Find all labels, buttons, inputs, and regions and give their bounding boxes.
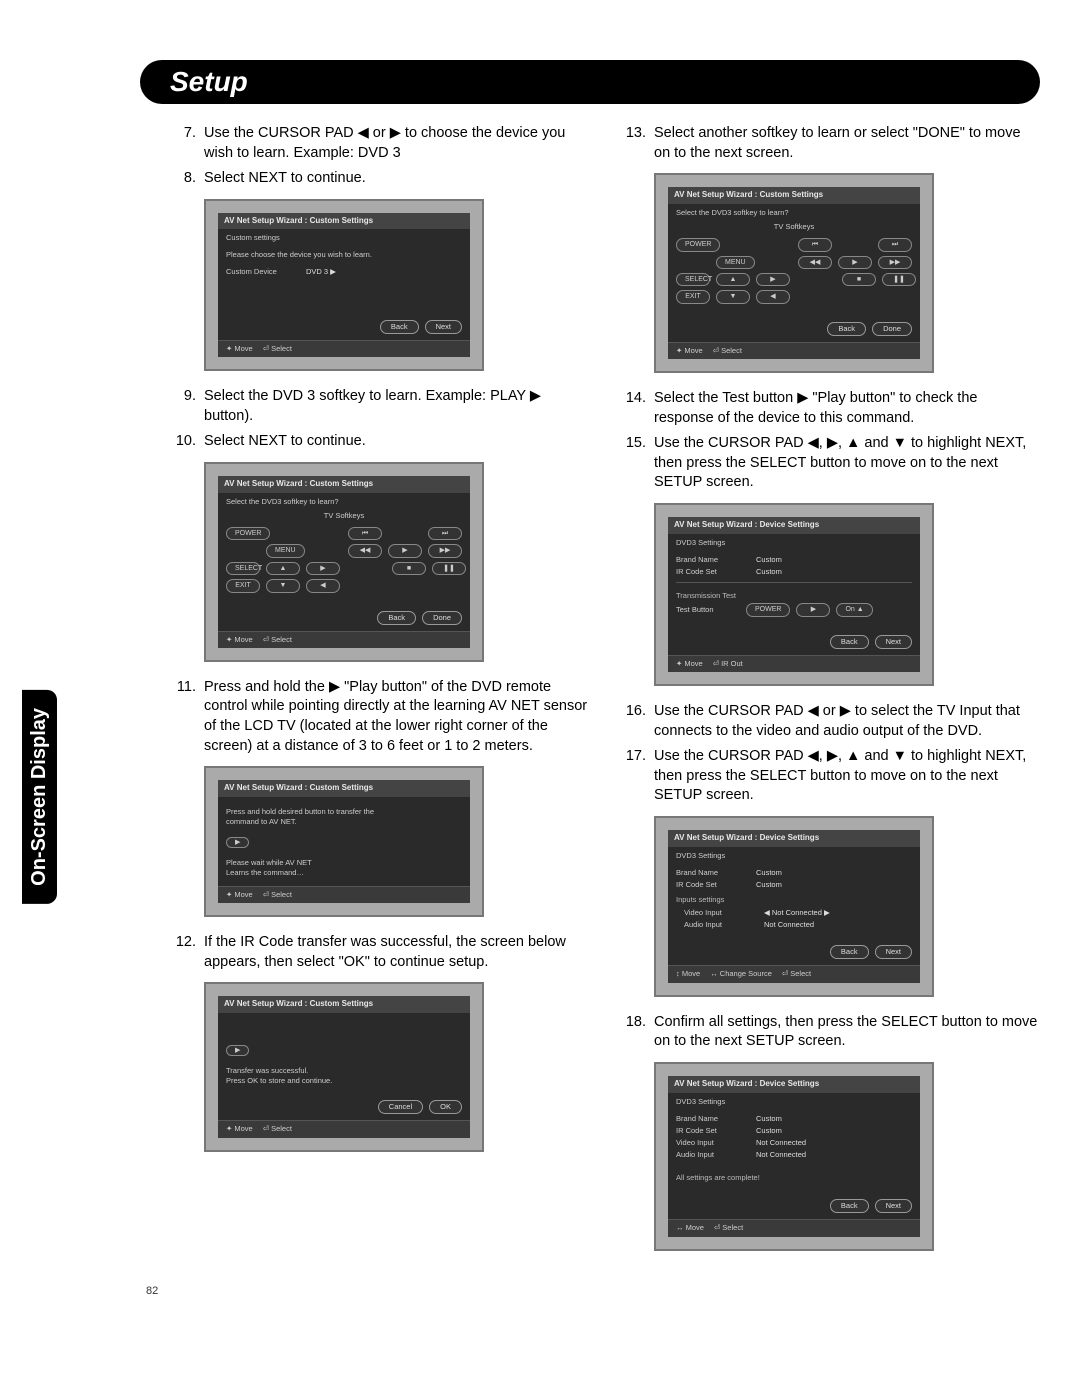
play-icon: ▶ — [226, 837, 249, 848]
screenshot-custom-device: AV Net Setup Wizard : Custom Settings Cu… — [204, 199, 484, 371]
done-button[interactable]: Done — [422, 611, 462, 625]
back-button[interactable]: Back — [380, 320, 419, 334]
step-7: 7.Use the CURSOR PAD ◀ or ▶ to choose th… — [170, 124, 590, 163]
play-icon: ▶ — [226, 1045, 249, 1056]
screenshot-softkeys-right: AV Net Setup Wizard : Custom Settings Se… — [654, 173, 934, 373]
step-11: 11.Press and hold the ▶ "Play button" of… — [170, 678, 590, 756]
back-button[interactable]: Back — [830, 1199, 869, 1213]
screenshot-success: AV Net Setup Wizard : Custom Settings ▶ … — [204, 982, 484, 1151]
back-button[interactable]: Back — [830, 635, 869, 649]
next-button[interactable]: Next — [425, 320, 462, 334]
screenshot-softkeys-left: AV Net Setup Wizard : Custom Settings Se… — [204, 462, 484, 662]
left-column: 7.Use the CURSOR PAD ◀ or ▶ to choose th… — [170, 124, 590, 1267]
page-title: Setup — [140, 60, 1040, 104]
step-10: 10.Select NEXT to continue. — [170, 432, 590, 452]
back-button[interactable]: Back — [377, 611, 416, 625]
step-18: 18.Confirm all settings, then press the … — [620, 1013, 1040, 1052]
step-15: 15.Use the CURSOR PAD ◀, ▶, ▲ and ▼ to h… — [620, 434, 1040, 493]
back-button[interactable]: Back — [830, 945, 869, 959]
step-8: 8.Select NEXT to continue. — [170, 169, 590, 189]
next-button[interactable]: Next — [875, 635, 912, 649]
right-column: 13.Select another softkey to learn or se… — [620, 124, 1040, 1267]
ok-button[interactable]: OK — [429, 1100, 462, 1114]
done-button[interactable]: Done — [872, 322, 912, 336]
step-12: 12.If the IR Code transfer was successfu… — [170, 933, 590, 972]
screenshot-device-inputs: AV Net Setup Wizard : Device Settings DV… — [654, 816, 934, 997]
step-14: 14.Select the Test button ▶ "Play button… — [620, 389, 1040, 428]
cancel-button[interactable]: Cancel — [378, 1100, 423, 1114]
step-9: 9.Select the DVD 3 softkey to learn. Exa… — [170, 387, 590, 426]
next-button[interactable]: Next — [875, 945, 912, 959]
step-16: 16.Use the CURSOR PAD ◀ or ▶ to select t… — [620, 702, 1040, 741]
screenshot-device-trans: AV Net Setup Wizard : Device Settings DV… — [654, 503, 934, 686]
side-tab: On-Screen Display — [22, 690, 57, 904]
step-13: 13.Select another softkey to learn or se… — [620, 124, 1040, 163]
next-button[interactable]: Next — [875, 1199, 912, 1213]
screenshot-transfer: AV Net Setup Wizard : Custom Settings Pr… — [204, 766, 484, 917]
step-17: 17.Use the CURSOR PAD ◀, ▶, ▲ and ▼ to h… — [620, 747, 1040, 806]
screenshot-device-complete: AV Net Setup Wizard : Device Settings DV… — [654, 1062, 934, 1251]
back-button[interactable]: Back — [827, 322, 866, 336]
page-number: 82 — [146, 1285, 158, 1297]
